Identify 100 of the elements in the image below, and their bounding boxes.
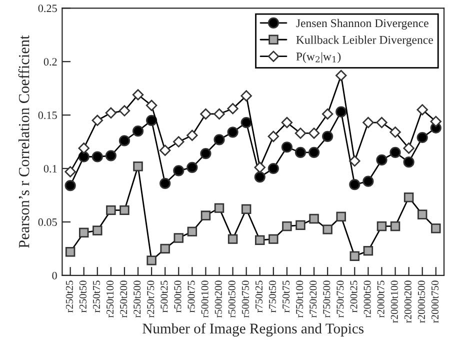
point: [174, 233, 184, 243]
point: [417, 210, 428, 220]
point: [268, 162, 279, 174]
point: [146, 256, 156, 266]
x-tick-label: r2000t500: [418, 280, 425, 323]
point: [336, 106, 347, 118]
point: [78, 142, 90, 154]
point: [309, 214, 319, 224]
x-tick-label: r750t100: [296, 280, 304, 318]
point: [106, 205, 116, 216]
point: [363, 246, 374, 256]
point: [281, 116, 293, 128]
x-tick-label: r2000t200: [404, 280, 412, 323]
point: [187, 226, 198, 236]
point: [240, 116, 252, 128]
point: [214, 203, 224, 213]
point: [173, 165, 184, 176]
x-tick-label: r500t200: [214, 280, 222, 318]
point: [118, 135, 130, 146]
x-tick-label: r750t75: [282, 280, 290, 312]
point: [133, 162, 143, 172]
point: [214, 134, 225, 146]
x-tick-label: r750t500: [323, 280, 330, 318]
point: [322, 130, 334, 142]
x-tick-label: r2000t100: [390, 280, 398, 323]
point: [200, 108, 212, 120]
point: [362, 176, 374, 187]
point: [390, 126, 401, 138]
x-tick-label: r200t25: [350, 280, 358, 312]
point: [362, 116, 374, 128]
point: [64, 166, 76, 178]
point: [322, 108, 334, 120]
point: [268, 234, 278, 244]
point: [79, 228, 89, 238]
x-axis-title: Number of Image Regions and Topics: [142, 323, 364, 336]
point: [132, 89, 144, 100]
x-tick-label: r750t750: [336, 280, 344, 318]
point: [64, 180, 76, 192]
point: [416, 104, 428, 116]
x-tick-label: r250t750: [147, 280, 154, 318]
point: [376, 221, 387, 232]
point: [255, 235, 265, 245]
point: [160, 244, 170, 254]
x-tick-label: r750t25: [255, 280, 262, 312]
point: [349, 178, 360, 190]
point: [159, 144, 171, 156]
point: [281, 142, 293, 153]
point: [416, 132, 428, 144]
point: [118, 105, 130, 116]
point: [254, 162, 266, 174]
point: [376, 154, 388, 166]
x-tick-label: r250t50: [79, 280, 86, 312]
x-tick-label: r750t50: [268, 280, 276, 312]
x-tick-label: r250t25: [66, 280, 73, 312]
point: [431, 224, 441, 234]
point: [105, 150, 116, 162]
point: [403, 142, 414, 154]
point: [240, 90, 252, 102]
point: [146, 100, 158, 112]
point: [282, 221, 292, 232]
point: [430, 116, 442, 128]
x-tick-label: r500t500: [228, 280, 236, 318]
x-tick-label: r500t100: [201, 280, 208, 318]
x-tick-label: r500t750: [242, 280, 249, 318]
point: [336, 70, 347, 82]
x-tick-label: r2000t750: [431, 280, 438, 323]
point: [160, 178, 171, 190]
point: [146, 114, 158, 126]
y-tick-label: 0.05: [38, 218, 57, 226]
point: [227, 126, 238, 138]
point: [268, 130, 280, 142]
point: [241, 204, 252, 214]
x-tick-label: r250t100: [106, 280, 114, 318]
x-tick-label: r250t75: [92, 280, 100, 312]
y-tick-label: 0.2: [44, 58, 57, 66]
y-tick-label: 0: [52, 272, 57, 280]
point: [376, 116, 388, 128]
x-tick-label: r2000t50: [364, 280, 371, 318]
point: [186, 130, 198, 141]
point: [404, 192, 414, 202]
point: [228, 234, 238, 244]
point: [132, 126, 144, 137]
legend-label: P(w$_{2}$|w$_{1}$): [296, 52, 341, 63]
point: [254, 172, 266, 183]
point: [92, 151, 103, 162]
point: [294, 146, 306, 158]
y-tick-label: 0.15: [38, 112, 57, 120]
y-tick-label: 0.1: [44, 164, 57, 173]
x-tick-label: r750t200: [310, 280, 317, 318]
legend-label: Kullback Leibler Divergence: [296, 36, 433, 46]
point: [105, 107, 117, 119]
point: [186, 162, 198, 173]
x-tick-label: r500t75: [188, 280, 195, 312]
point: [308, 128, 320, 139]
y-tick-label: 0.25: [38, 4, 57, 12]
point: [65, 247, 76, 257]
x-tick-label: r250t200: [120, 280, 128, 318]
point: [322, 224, 332, 234]
point: [92, 226, 102, 236]
point: [214, 108, 225, 120]
